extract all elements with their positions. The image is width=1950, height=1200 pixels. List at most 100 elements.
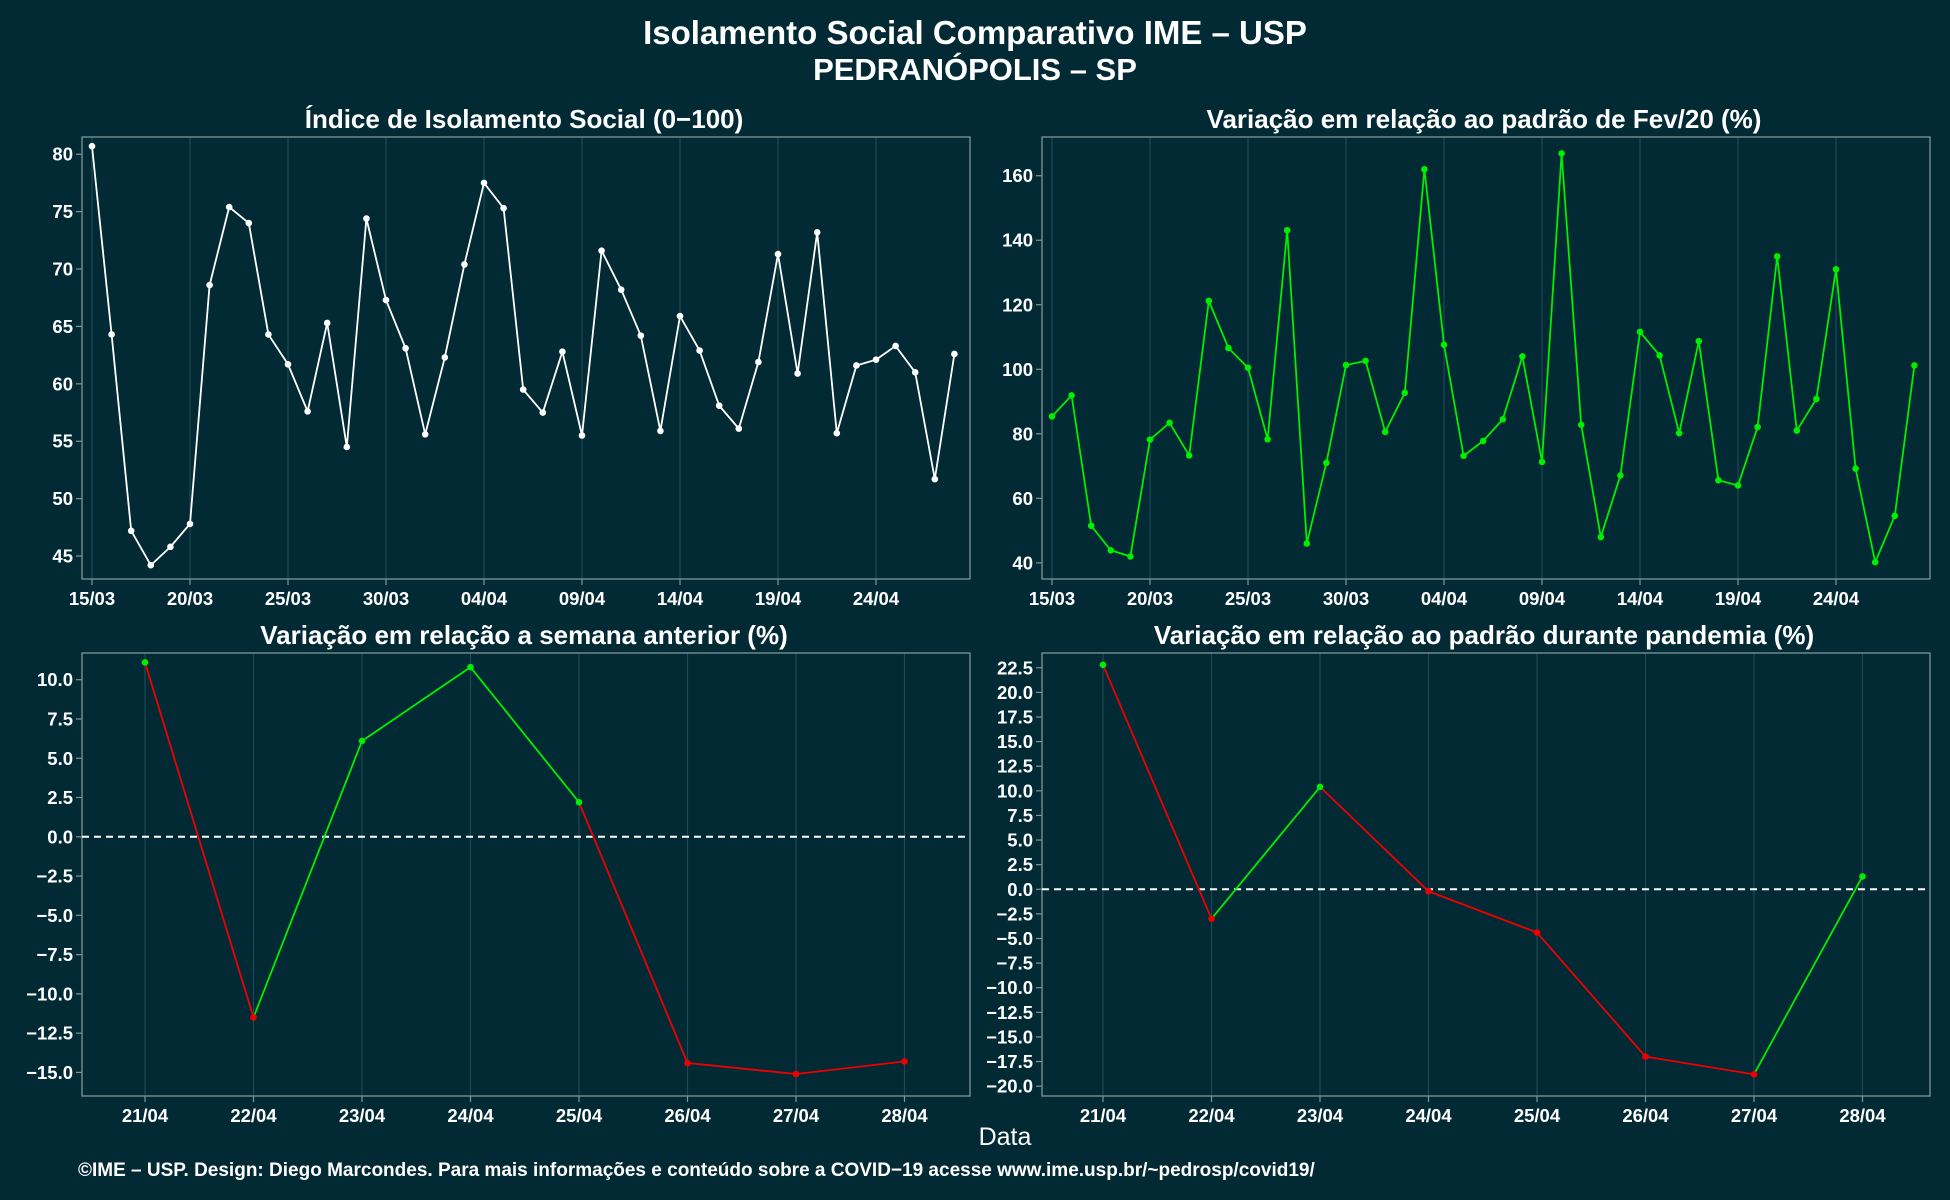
- x-tick-label: 30/03: [1323, 588, 1369, 609]
- series-segment: [795, 1060, 905, 1075]
- y-tick-label: 10.0: [37, 669, 73, 690]
- y-tick-label: 10.0: [997, 780, 1033, 801]
- x-axis: 21/04 22/04 23/04 24/04 25/04 26/04 27/04 28/04: [1080, 1096, 1886, 1126]
- data-point: [872, 356, 880, 364]
- y-tick-label: −5.0: [36, 905, 73, 926]
- data-point: [480, 179, 488, 187]
- x-tick-label: 19/04: [755, 588, 802, 609]
- plot-area-border: [81, 652, 971, 1097]
- y-tick-label: −7.5: [36, 944, 73, 965]
- data-point: [931, 475, 939, 483]
- series-line: [1051, 153, 1916, 566]
- y-tick-label: 12.5: [997, 756, 1033, 777]
- data-point: [657, 427, 664, 435]
- x-tick-label: 19/04: [1715, 588, 1762, 609]
- data-point: [265, 331, 272, 338]
- data-point: [598, 247, 605, 254]
- data-point: [1087, 522, 1095, 530]
- data-point: [792, 1070, 800, 1078]
- data-point: [539, 409, 547, 416]
- data-point: [108, 331, 115, 338]
- panel-title: Índice de Isolamento Social (0−100): [305, 104, 744, 134]
- y-tick-label: −12.5: [26, 1023, 73, 1044]
- y-tick-label: 7.5: [1007, 805, 1033, 826]
- data-point: [1303, 540, 1311, 547]
- panel-title: Variação em relação ao padrão de Fev/20 …: [1207, 104, 1762, 134]
- x-tick-label: 28/04: [1839, 1105, 1886, 1126]
- series-segment: [144, 662, 255, 1018]
- x-tick-label: 21/04: [122, 1105, 169, 1126]
- x-tick-label: 24/04: [853, 588, 900, 609]
- x-tick-label: 22/04: [230, 1105, 277, 1126]
- data-point: [441, 354, 449, 361]
- y-tick-label: −2.5: [996, 903, 1033, 924]
- data-point: [402, 344, 409, 352]
- data-point: [519, 386, 527, 393]
- y-tick-label: 65: [52, 316, 73, 337]
- y-tick-label: −10.0: [26, 983, 73, 1004]
- data-point: [186, 520, 194, 528]
- y-tick-label: 100: [1002, 359, 1033, 380]
- grid-lines: [1102, 653, 1864, 1096]
- data-point: [141, 659, 149, 666]
- x-axis: 21/04 22/04 23/04 24/04 25/04 26/04 27/04 28/04: [122, 1096, 928, 1126]
- y-tick-label: −10.0: [986, 977, 1033, 998]
- data-point: [892, 342, 899, 350]
- series-segment: [1102, 664, 1213, 920]
- data-point: [127, 527, 135, 535]
- y-tick-label: 70: [52, 259, 73, 280]
- data-point: [813, 228, 821, 236]
- figure-title: Isolamento Social Comparativo IME – USP: [643, 14, 1307, 51]
- data-point: [1750, 1071, 1758, 1078]
- data-series: [1099, 661, 1866, 1078]
- data-point: [1813, 395, 1820, 403]
- data-point: [1715, 476, 1722, 484]
- data-point: [1617, 472, 1624, 479]
- data-point: [1048, 413, 1056, 420]
- data-point: [853, 362, 860, 369]
- data-point: [684, 1059, 691, 1067]
- x-tick-label: 28/04: [881, 1105, 928, 1126]
- data-point: [1695, 337, 1703, 345]
- data-point: [461, 261, 468, 268]
- data-point: [1264, 436, 1271, 443]
- y-tick-label: −20.0: [986, 1076, 1033, 1097]
- data-point: [1656, 352, 1663, 359]
- x-tick-label: 27/04: [1731, 1105, 1778, 1126]
- y-tick-label: 20.0: [997, 682, 1033, 703]
- y-tick-label: 45: [52, 546, 73, 567]
- data-point: [1871, 558, 1879, 566]
- y-tick-label: 55: [52, 431, 73, 452]
- y-tick-label: 22.5: [997, 657, 1033, 678]
- y-axis: 45 50 55 60 65 70 75 80: [52, 144, 82, 567]
- data-point: [284, 361, 292, 368]
- data-point: [1099, 661, 1107, 669]
- data-point: [715, 402, 723, 409]
- data-point: [755, 358, 762, 366]
- x-tick-label: 24/04: [447, 1105, 494, 1126]
- data-point: [901, 1058, 908, 1065]
- series-line: [91, 146, 956, 567]
- data-point: [1891, 512, 1899, 520]
- x-tick-label: 24/04: [1405, 1105, 1452, 1126]
- x-tick-label: 04/04: [1421, 588, 1468, 609]
- data-point: [1832, 265, 1840, 273]
- x-tick-label: 25/03: [265, 588, 311, 609]
- panel-title: Variação em relação a semana anterior (%…: [260, 620, 788, 650]
- data-point: [1146, 436, 1154, 443]
- x-tick-label: 20/03: [1127, 588, 1173, 609]
- data-point: [245, 219, 253, 227]
- y-tick-label: 0.0: [47, 826, 73, 847]
- x-tick-label: 25/04: [556, 1105, 603, 1126]
- x-tick-label: 21/04: [1080, 1105, 1127, 1126]
- panel-variation-pandemic-pattern: Variação em relação ao padrão durante pa…: [986, 620, 1931, 1126]
- plot-area-border: [81, 136, 971, 580]
- y-tick-label: 0.0: [1007, 879, 1033, 900]
- x-tick-label: 25/03: [1225, 588, 1271, 609]
- x-tick-label: 23/04: [339, 1105, 386, 1126]
- data-point: [578, 432, 586, 439]
- data-point: [1499, 415, 1507, 423]
- data-point: [911, 369, 919, 376]
- series-segment: [1319, 786, 1430, 892]
